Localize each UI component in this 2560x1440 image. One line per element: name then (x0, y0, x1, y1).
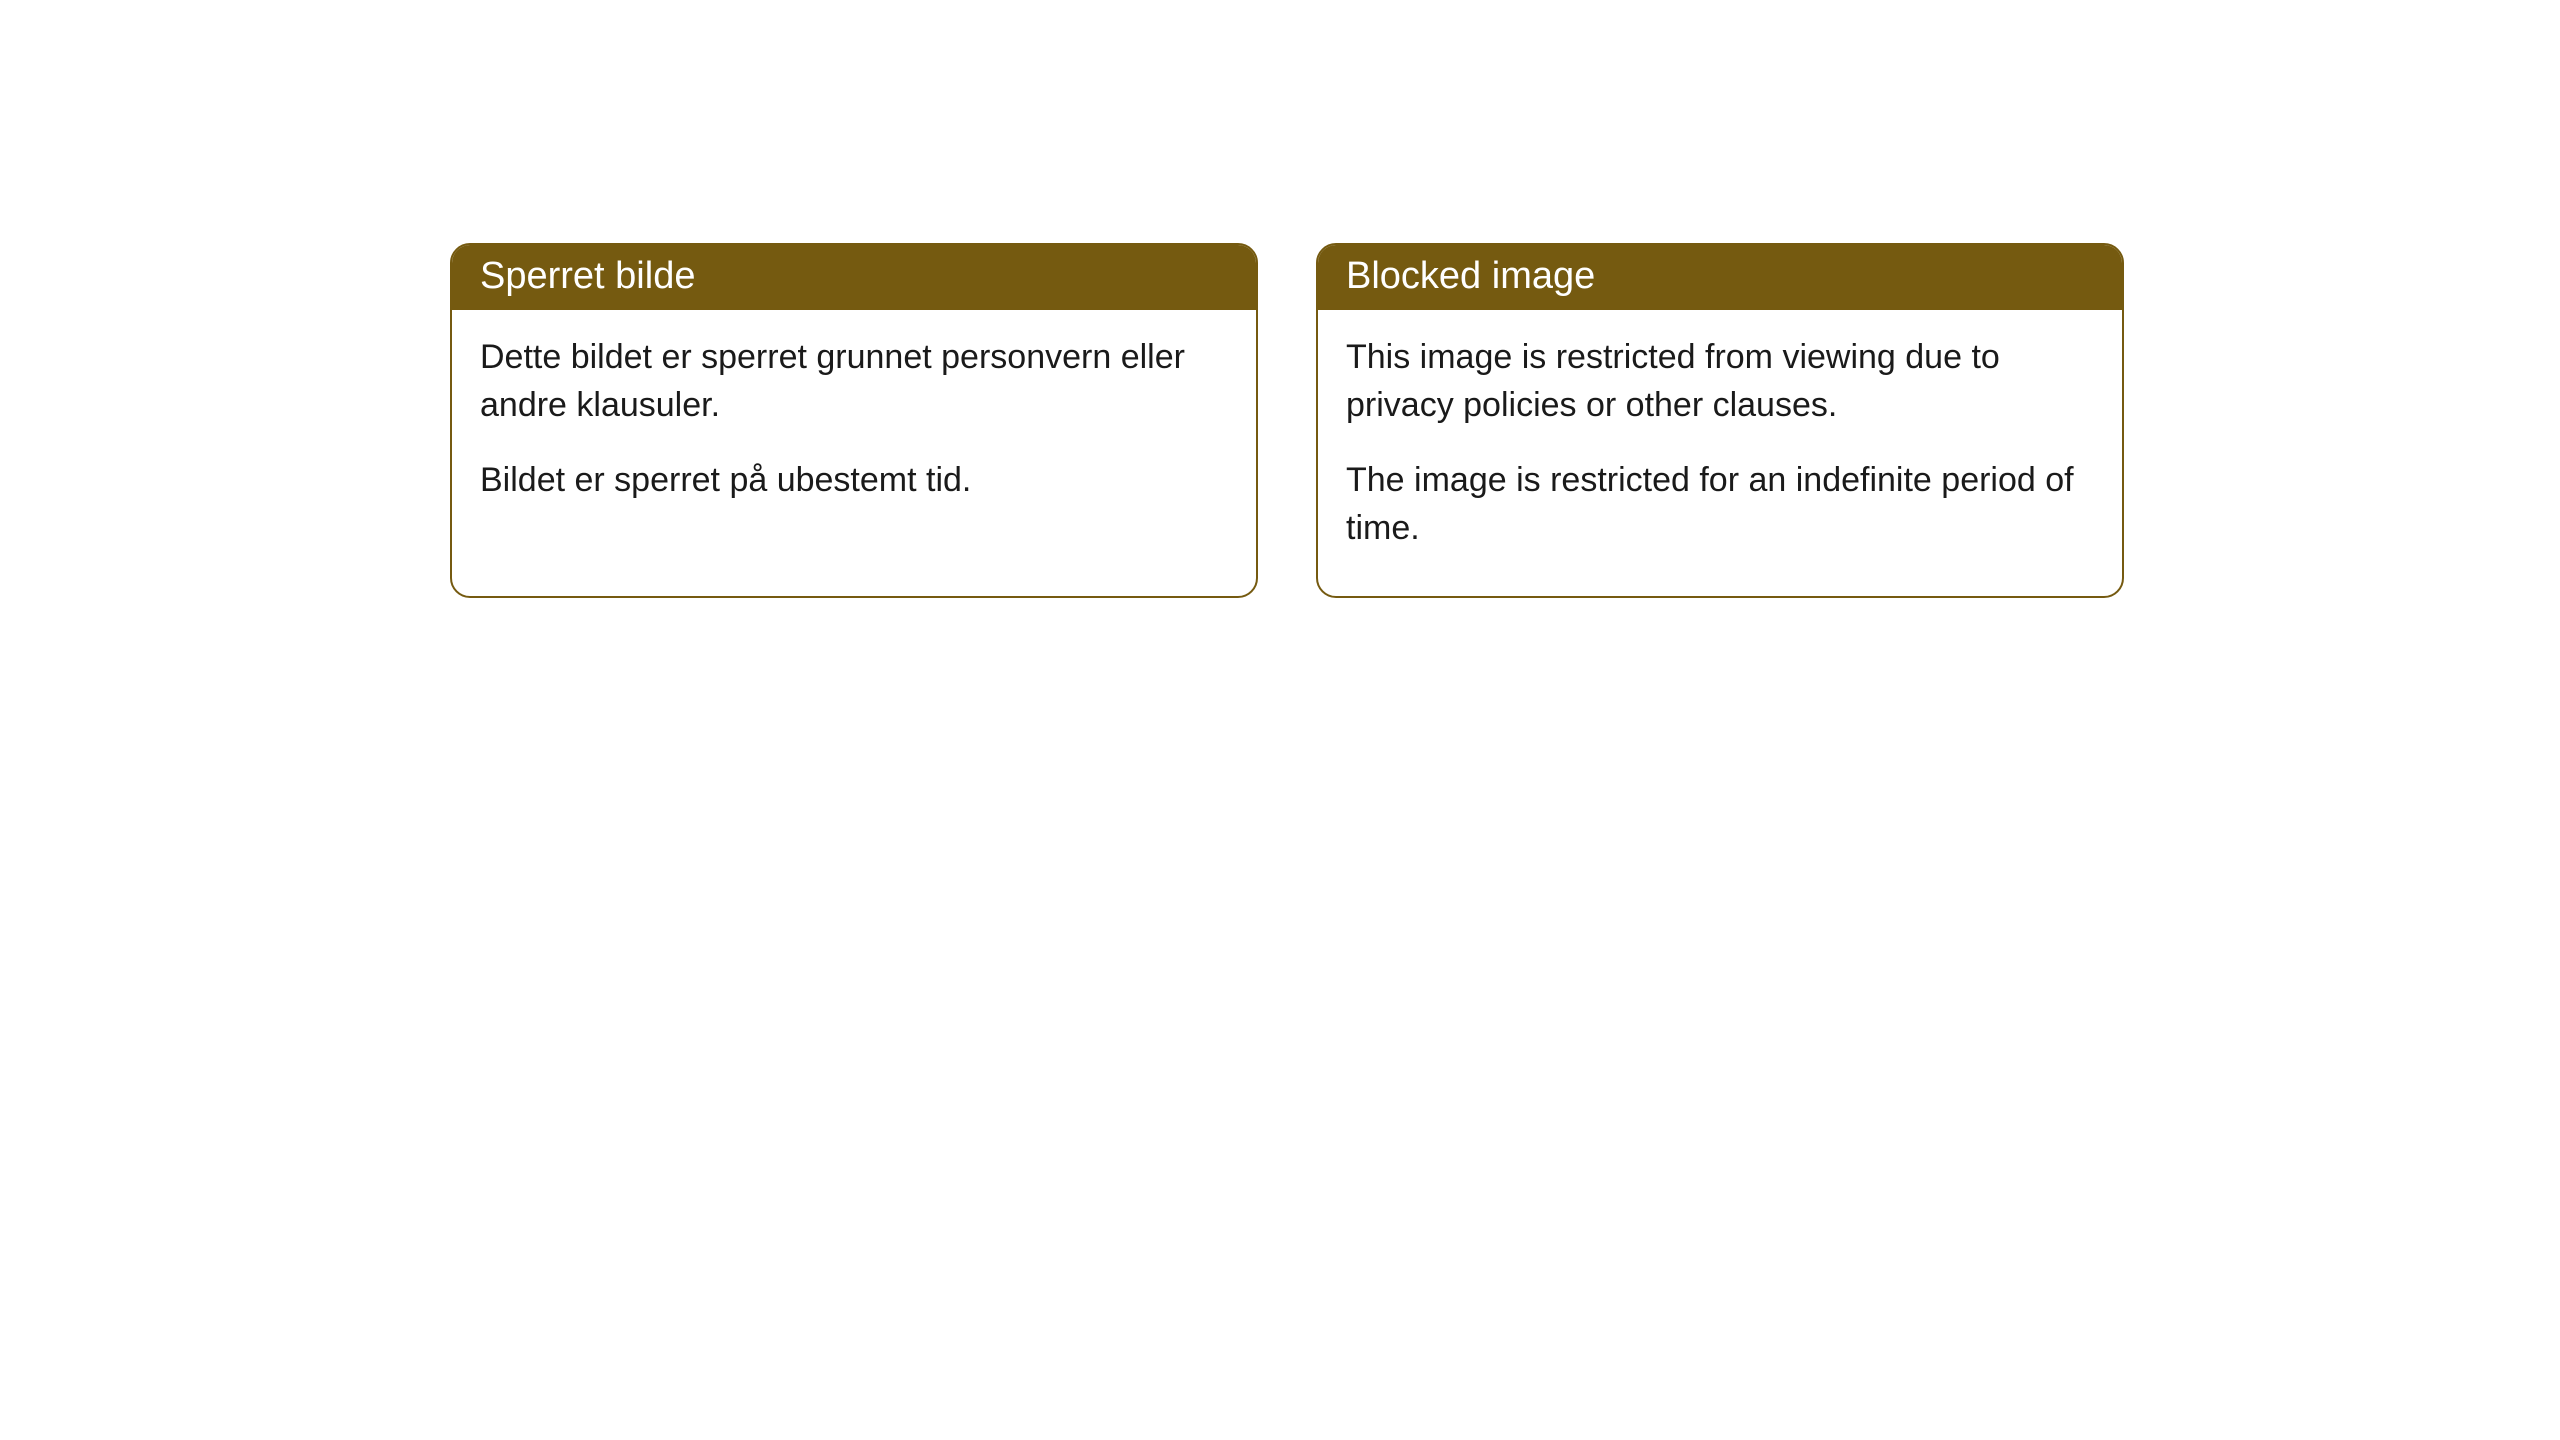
blocked-image-card-no: Sperret bilde Dette bildet er sperret gr… (450, 243, 1258, 598)
card-title-no: Sperret bilde (452, 245, 1256, 310)
card-body-no: Dette bildet er sperret grunnet personve… (452, 310, 1256, 549)
card-para-no-2: Bildet er sperret på ubestemt tid. (480, 457, 1228, 505)
card-title-en: Blocked image (1318, 245, 2122, 310)
card-body-en: This image is restricted from viewing du… (1318, 310, 2122, 596)
notice-cards-container: Sperret bilde Dette bildet er sperret gr… (450, 243, 2124, 598)
blocked-image-card-en: Blocked image This image is restricted f… (1316, 243, 2124, 598)
card-para-no-1: Dette bildet er sperret grunnet personve… (480, 334, 1228, 429)
card-para-en-2: The image is restricted for an indefinit… (1346, 457, 2094, 552)
card-para-en-1: This image is restricted from viewing du… (1346, 334, 2094, 429)
